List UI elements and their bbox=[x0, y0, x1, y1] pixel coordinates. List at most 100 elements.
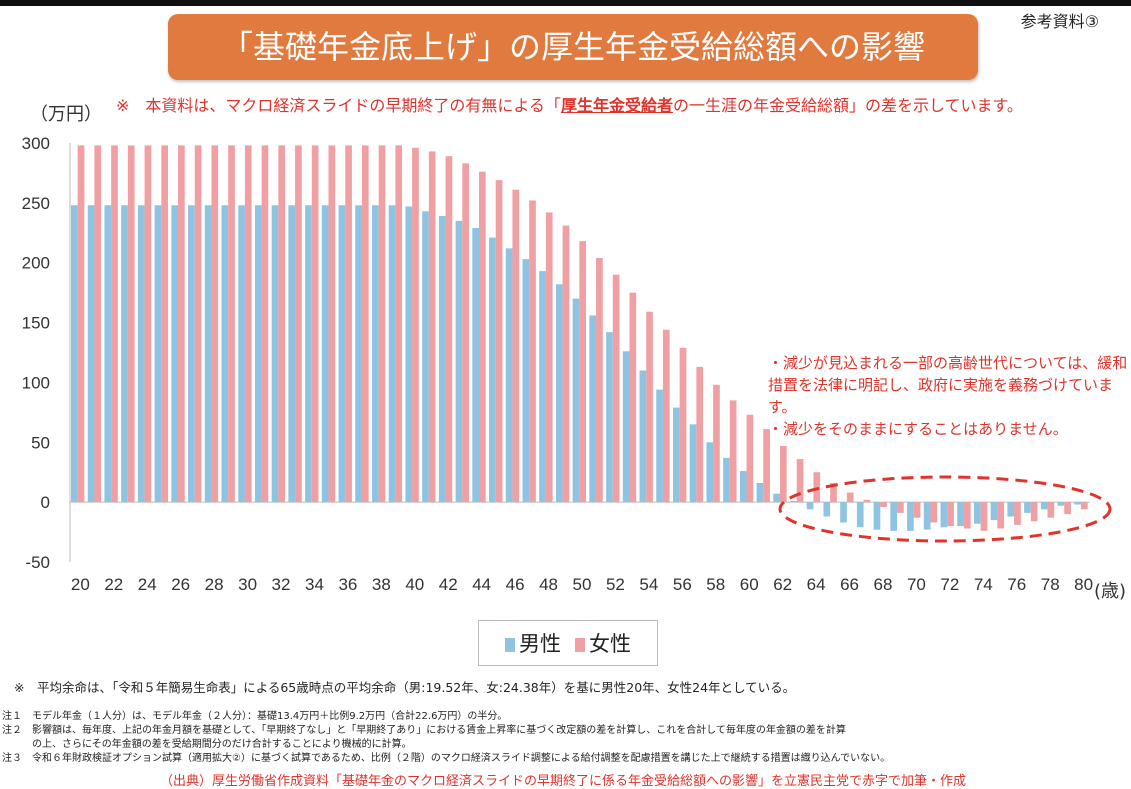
bar-male-42 bbox=[438, 216, 446, 503]
bar-male-62 bbox=[773, 493, 780, 503]
legend-item-female: 女性 bbox=[575, 628, 631, 658]
bar-female-34 bbox=[311, 145, 319, 503]
footnote-2: 注２ 影響額は、毎年度、上記の年金月額を基礎として、「早期終了なし」と「早期終了… bbox=[2, 725, 846, 736]
bar-male-64 bbox=[806, 502, 814, 510]
bar-female-35 bbox=[328, 145, 336, 503]
x-tick-label: 72 bbox=[940, 575, 959, 594]
x-tick-label: 24 bbox=[138, 575, 157, 594]
bar-male-69 bbox=[890, 502, 898, 531]
bar-male-35 bbox=[321, 205, 329, 503]
x-tick-label: 58 bbox=[706, 575, 725, 594]
bar-female-55 bbox=[662, 329, 670, 503]
legend-swatch-female bbox=[575, 638, 585, 652]
bar-female-60 bbox=[746, 414, 754, 503]
bar-male-47 bbox=[522, 259, 530, 503]
reference-label: 参考資料③ bbox=[1020, 12, 1099, 31]
bar-female-56 bbox=[679, 347, 687, 503]
top-border bbox=[0, 0, 1131, 6]
bar-female-33 bbox=[295, 145, 302, 503]
bar-male-45 bbox=[489, 237, 496, 503]
bar-female-47 bbox=[529, 200, 536, 503]
y-tick-label: 100 bbox=[22, 373, 50, 392]
bar-female-30 bbox=[244, 145, 252, 503]
y-tick-label: -50 bbox=[25, 553, 50, 572]
legend-label-female: 女性 bbox=[589, 632, 631, 656]
bar-female-54 bbox=[646, 311, 653, 503]
bar-male-26 bbox=[171, 205, 179, 503]
bar-female-36 bbox=[345, 145, 352, 503]
bar-female-70 bbox=[913, 502, 921, 518]
bar-male-78 bbox=[1040, 502, 1048, 510]
bar-male-63 bbox=[790, 500, 797, 503]
bar-female-45 bbox=[495, 180, 503, 503]
bar-female-53 bbox=[629, 292, 637, 503]
footnote-3: 注３ 令和６年財政検証オプション試算（適用拡大②）に基づく試算であるため、比例（… bbox=[2, 753, 891, 764]
top-note-suffix: の一生涯の年金受給総額」の差を示しています。 bbox=[672, 96, 1023, 115]
bar-female-74 bbox=[980, 502, 988, 531]
bar-male-60 bbox=[739, 471, 747, 503]
x-tick-label: 62 bbox=[773, 575, 792, 594]
bar-male-56 bbox=[672, 407, 680, 503]
bar-female-68 bbox=[880, 502, 887, 507]
footnote-1: 注１ モデル年金（１人分）は、モデル年金（２人分）：基礎13.4万円＋比例9.2… bbox=[2, 711, 508, 722]
bar-male-36 bbox=[338, 205, 346, 503]
bar-male-37 bbox=[355, 205, 362, 503]
bar-male-52 bbox=[606, 332, 613, 503]
bar-female-61 bbox=[763, 429, 770, 503]
y-tick-label: 150 bbox=[22, 314, 50, 333]
bar-male-77 bbox=[1024, 502, 1031, 513]
x-tick-label: 38 bbox=[372, 575, 391, 594]
bar-female-59 bbox=[729, 400, 737, 503]
x-tick-label: 22 bbox=[104, 575, 123, 594]
bar-male-65 bbox=[823, 502, 831, 517]
bar-male-71 bbox=[923, 502, 931, 530]
y-tick-label: 0 bbox=[41, 493, 50, 512]
x-tick-label: 64 bbox=[807, 575, 826, 594]
bar-female-28 bbox=[211, 145, 219, 503]
x-tick-label: 80 bbox=[1074, 575, 1093, 594]
bar-male-38 bbox=[371, 205, 379, 503]
top-note: ※ 本資料は、マクロ経済スライドの早期終了の有無による「厚生年金受給者の一生涯の… bbox=[116, 94, 1076, 117]
x-tick-label: 40 bbox=[405, 575, 424, 594]
x-tick-label: 46 bbox=[506, 575, 525, 594]
callout-line-2: ・減少をそのままにすることはありません。 bbox=[768, 420, 1068, 438]
legend-swatch-male bbox=[505, 638, 515, 652]
source-note: （出典）厚生労働省作成資料「基礎年金のマクロ経済スライドの早期終了に係る年金受給… bbox=[160, 774, 967, 789]
bar-female-27 bbox=[194, 145, 202, 503]
bar-female-22 bbox=[111, 145, 118, 503]
x-tick-label: 54 bbox=[639, 575, 658, 594]
callout-note: ・減少が見込まれる一部の高齢世代については、緩和措置を法律に明記し、政府に実施を… bbox=[768, 352, 1128, 440]
bar-female-29 bbox=[228, 145, 235, 503]
bar-male-20 bbox=[71, 205, 78, 503]
bar-male-73 bbox=[957, 502, 964, 527]
bar-male-43 bbox=[455, 220, 463, 503]
x-tick-label: 28 bbox=[205, 575, 224, 594]
bar-female-77 bbox=[1030, 502, 1038, 522]
bar-male-79 bbox=[1057, 502, 1065, 506]
bar-female-40 bbox=[412, 147, 419, 503]
bar-male-39 bbox=[388, 205, 396, 503]
x-tick-label: 68 bbox=[874, 575, 893, 594]
bar-female-62 bbox=[779, 445, 787, 503]
legend-item-male: 男性 bbox=[505, 628, 561, 658]
y-tick-label: 50 bbox=[31, 433, 50, 452]
bar-female-63 bbox=[796, 459, 804, 503]
x-tick-label: 70 bbox=[907, 575, 926, 594]
bar-female-57 bbox=[696, 366, 704, 503]
bar-female-39 bbox=[395, 145, 403, 503]
bar-male-57 bbox=[689, 424, 697, 503]
x-axis-unit-label: (歳) bbox=[1094, 581, 1126, 602]
bar-female-38 bbox=[378, 145, 386, 503]
bar-female-73 bbox=[963, 502, 971, 529]
bar-male-74 bbox=[973, 502, 981, 524]
bar-female-50 bbox=[579, 241, 587, 503]
bar-male-22 bbox=[104, 205, 112, 503]
bar-female-41 bbox=[428, 151, 436, 503]
callout-line-1: ・減少が見込まれる一部の高齢世代については、緩和措置を法律に明記し、政府に実施を… bbox=[768, 354, 1128, 416]
bar-male-67 bbox=[856, 502, 864, 528]
bar-female-20 bbox=[77, 145, 85, 503]
x-tick-label: 44 bbox=[472, 575, 491, 594]
bar-male-46 bbox=[505, 248, 513, 503]
bar-male-30 bbox=[238, 205, 245, 503]
x-tick-label: 32 bbox=[272, 575, 291, 594]
